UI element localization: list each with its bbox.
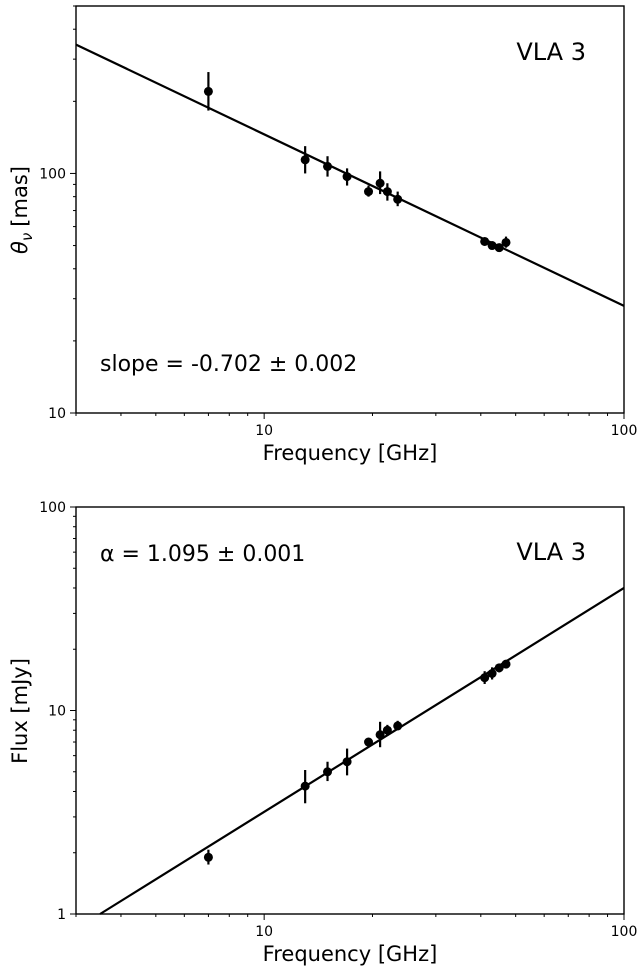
slope-annotation: slope = -0.702 ± 0.002 bbox=[100, 352, 357, 377]
data-point bbox=[393, 721, 403, 731]
y-tick-label: 10 bbox=[48, 704, 66, 720]
y-tick-label: 1 bbox=[57, 907, 66, 923]
x-tick-label: 100 bbox=[611, 924, 638, 940]
x-tick-label: 10 bbox=[255, 423, 273, 439]
y-tick-label: 100 bbox=[39, 166, 66, 182]
data-point bbox=[382, 187, 392, 197]
data-point bbox=[487, 241, 497, 251]
y-tick-label: 100 bbox=[39, 500, 66, 516]
data-point bbox=[342, 172, 352, 182]
points-group bbox=[203, 72, 511, 253]
plot-area-frame bbox=[75, 5, 625, 414]
data-point bbox=[323, 767, 333, 777]
data-point bbox=[300, 155, 310, 165]
x-tick-label: 10 bbox=[255, 924, 273, 940]
data-point bbox=[494, 243, 504, 253]
data-point bbox=[501, 659, 511, 669]
y-tick-label: 10 bbox=[48, 406, 66, 422]
data-point bbox=[487, 668, 497, 678]
y-axis-label: θν [mas] bbox=[8, 166, 36, 254]
data-point bbox=[300, 781, 310, 791]
data-point bbox=[364, 187, 374, 197]
tick-group: 10 100 1 10 100 bbox=[39, 500, 637, 940]
y-axis-unit: [mas] bbox=[8, 166, 32, 227]
data-point bbox=[494, 663, 504, 673]
plot-area-frame bbox=[75, 506, 625, 915]
data-point bbox=[501, 237, 511, 247]
data-point bbox=[375, 730, 385, 740]
panel-label: VLA 3 bbox=[516, 38, 586, 66]
panel-flux: 10 100 1 10 100 VLA 3 α = 1.095 ± 0.001 Freq… bbox=[8, 500, 637, 966]
data-point bbox=[382, 725, 392, 735]
x-axis-label: Frequency [GHz] bbox=[263, 441, 438, 465]
data-point bbox=[323, 161, 333, 171]
alpha-annotation: α = 1.095 ± 0.001 bbox=[100, 542, 305, 567]
data-point bbox=[364, 737, 374, 747]
panel-label: VLA 3 bbox=[516, 538, 586, 566]
points-group bbox=[203, 659, 511, 865]
data-point bbox=[203, 86, 213, 96]
data-point bbox=[393, 194, 403, 204]
x-tick-label: 100 bbox=[611, 423, 638, 439]
data-point bbox=[342, 757, 352, 767]
y-axis-label: Flux [mJy] bbox=[8, 658, 32, 764]
y-axis-subscript: ν bbox=[18, 233, 36, 241]
data-point bbox=[375, 178, 385, 188]
tick-group: 10 100 10 100 bbox=[39, 5, 638, 439]
fit-group bbox=[99, 587, 625, 915]
fit-line bbox=[99, 587, 625, 915]
data-point bbox=[480, 236, 490, 246]
y-axis-symbol: θ bbox=[8, 241, 32, 254]
data-point bbox=[203, 852, 213, 862]
x-axis-label: Frequency [GHz] bbox=[263, 942, 438, 966]
data-point bbox=[480, 673, 490, 683]
